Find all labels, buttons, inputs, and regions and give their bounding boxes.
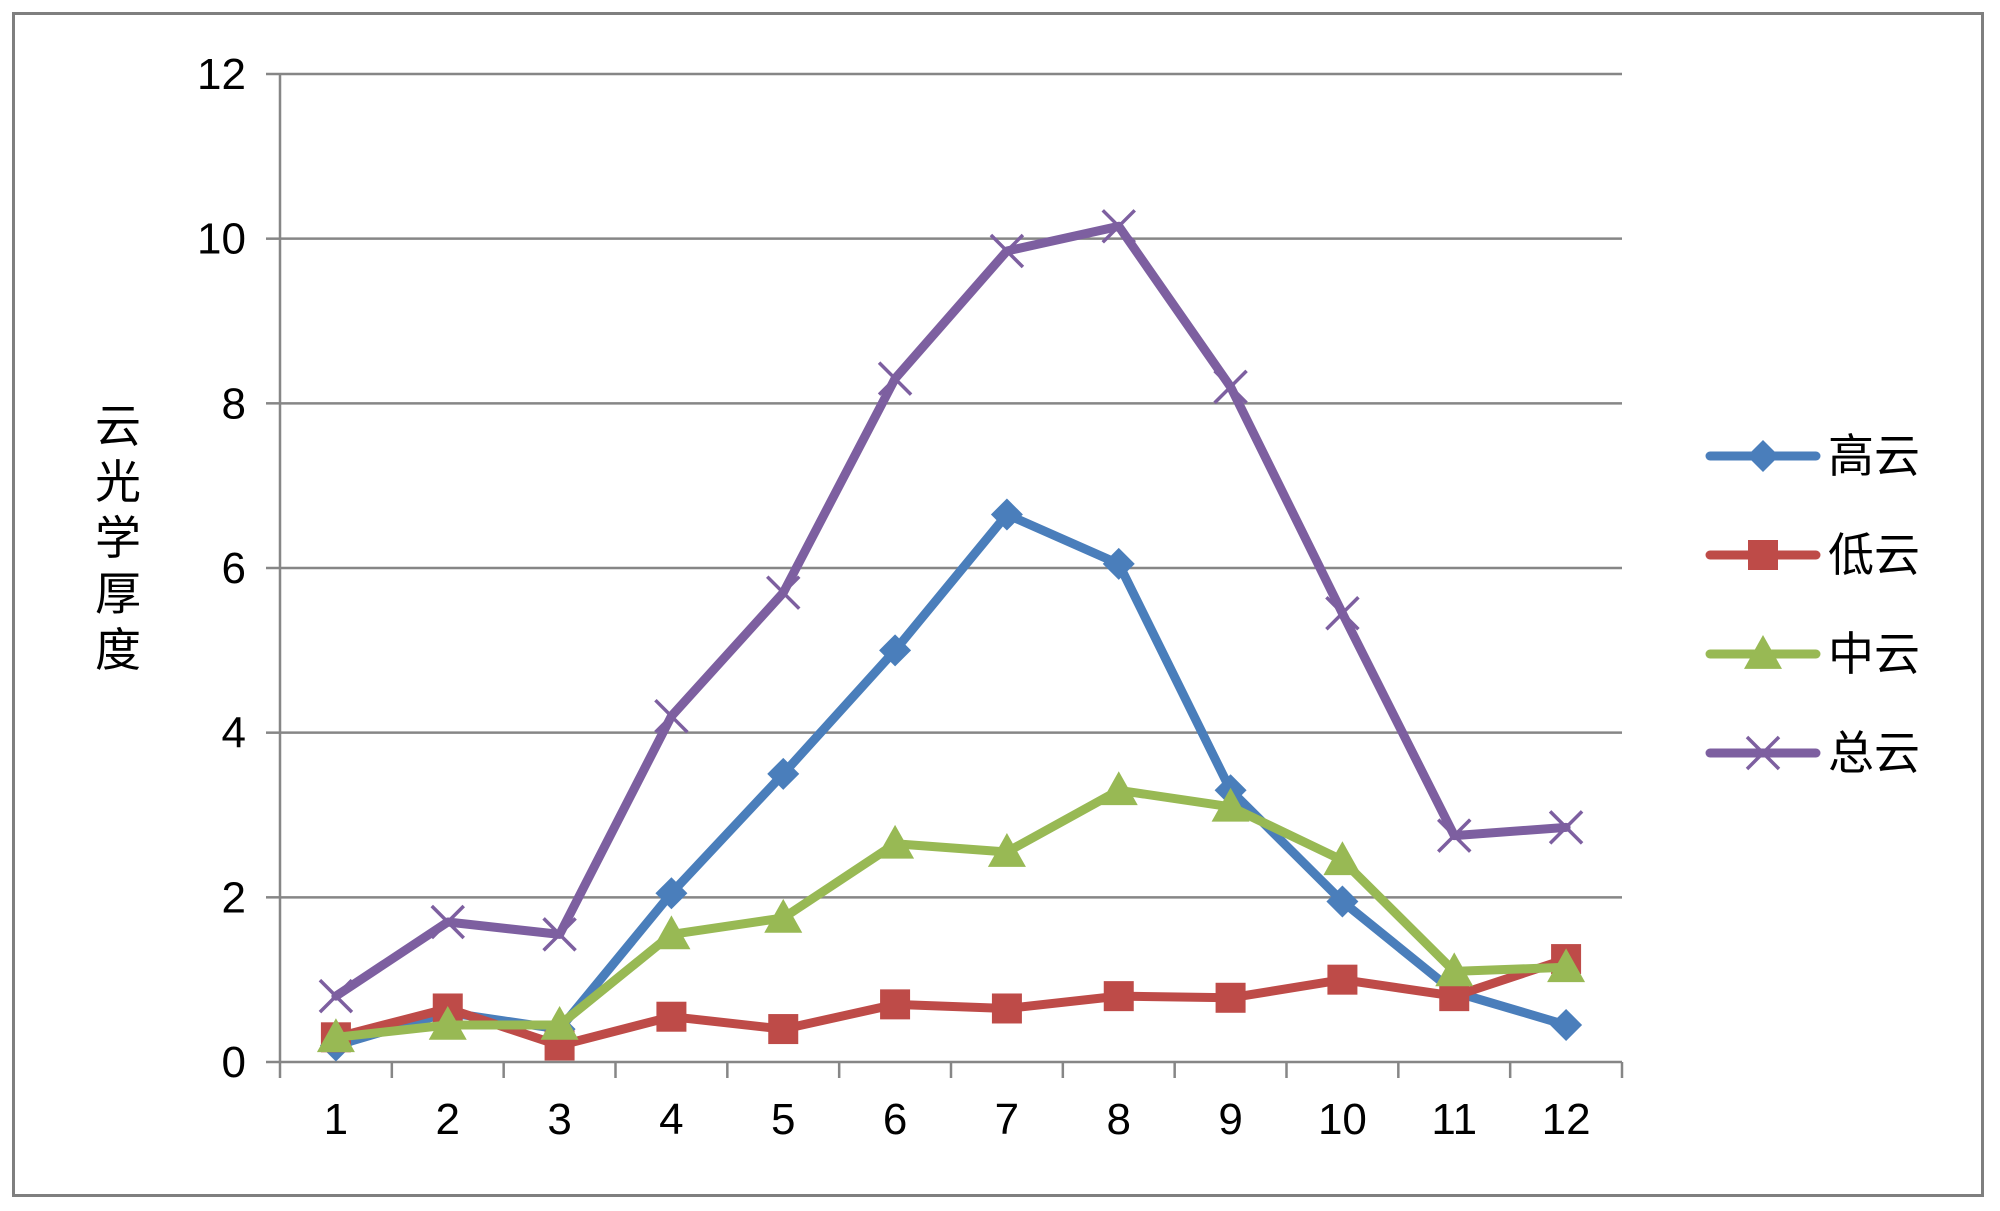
data-point [318, 978, 354, 1014]
data-point [880, 989, 911, 1020]
data-point [989, 233, 1025, 269]
series-line [331, 785, 1571, 1042]
data-point [1323, 841, 1362, 876]
data-point [1102, 547, 1135, 580]
data-point [1435, 952, 1474, 987]
legend-item: 高云 [1705, 429, 1920, 483]
data-point [879, 634, 912, 667]
legend-label: 中云 [1828, 627, 1920, 681]
data-point [768, 1014, 799, 1045]
x-tick-label: 8 [1107, 1095, 1131, 1144]
y-axis-label-char: 厚 [95, 567, 141, 621]
x-tick-label: 11 [1431, 1095, 1477, 1144]
data-point [991, 993, 1022, 1024]
legend-item: 低云 [1705, 528, 1920, 582]
legend-marker [1745, 735, 1781, 771]
data-point [655, 877, 688, 910]
data-point [1099, 771, 1138, 806]
data-point [1327, 964, 1358, 995]
y-tick-label: 8 [222, 379, 246, 428]
data-point [316, 1018, 355, 1053]
data-point [1211, 787, 1250, 822]
y-tick-label: 2 [222, 873, 246, 922]
data-point [1213, 369, 1248, 405]
x-tick-label: 7 [995, 1095, 1019, 1144]
data-point [1215, 982, 1246, 1013]
x-tick-label: 6 [883, 1095, 907, 1144]
data-point [1437, 818, 1472, 853]
series-line [331, 510, 1571, 1050]
series-3 [316, 771, 1586, 1053]
y-axis-label-char: 云 [95, 399, 141, 453]
legend-marker [1744, 635, 1782, 669]
series-line [331, 221, 1571, 1001]
data-point [1326, 885, 1359, 918]
x-tick-label: 5 [771, 1095, 795, 1144]
y-axis-label-char: 度 [95, 623, 141, 677]
data-point [1101, 209, 1136, 244]
data-point [1547, 948, 1586, 983]
legend-marker [1748, 540, 1778, 570]
y-axis-label-char: 学 [95, 511, 141, 565]
data-point [1325, 596, 1360, 631]
y-tick-label: 10 [197, 215, 246, 264]
x-tick-label: 10 [1318, 1095, 1367, 1144]
x-tick-label: 1 [324, 1095, 348, 1144]
y-axis-label-char: 光 [95, 455, 141, 509]
data-point [430, 904, 465, 940]
series-4 [318, 209, 1584, 1014]
data-point [764, 898, 803, 933]
data-point [1103, 981, 1134, 1012]
x-tick-label: 3 [547, 1095, 571, 1144]
data-point [876, 824, 915, 859]
data-point [877, 361, 913, 396]
y-tick-labels: 0 2 4 6 8 10 12 [197, 50, 246, 1087]
y-tick-label: 0 [222, 1038, 246, 1087]
data-point [990, 498, 1023, 531]
x-tick-labels: 1 2 3 4 5 6 7 8 9 10 11 12 [324, 1095, 1591, 1144]
x-tick-label: 2 [436, 1095, 460, 1144]
series-line [331, 954, 1571, 1050]
legend-label: 总云 [1828, 726, 1920, 780]
data-point [656, 1001, 687, 1032]
legend-item: 中云 [1705, 627, 1920, 681]
series [316, 209, 1586, 1062]
legend-label: 低云 [1828, 528, 1920, 582]
data-point [540, 1005, 579, 1040]
legend-item: 总云 [1705, 726, 1920, 780]
data-point [428, 1005, 467, 1040]
series-1 [319, 498, 1583, 1062]
series-2 [320, 944, 1582, 1061]
legend-marker [1747, 440, 1779, 472]
data-point [1550, 1008, 1583, 1041]
x-tick-label: 4 [659, 1095, 683, 1144]
y-tick-label: 4 [222, 709, 246, 758]
data-point [652, 915, 691, 950]
y-tick-label: 12 [197, 50, 246, 99]
x-tick-label: 12 [1542, 1095, 1591, 1144]
x-tick-label: 9 [1218, 1095, 1242, 1144]
data-point [767, 757, 800, 790]
data-point [542, 917, 577, 952]
data-point [766, 575, 801, 610]
legend-label: 高云 [1828, 429, 1920, 483]
data-point [654, 698, 689, 734]
data-point [1548, 810, 1584, 845]
axes [266, 72, 1624, 1078]
data-point [987, 833, 1026, 867]
y-tick-label: 6 [222, 544, 246, 593]
